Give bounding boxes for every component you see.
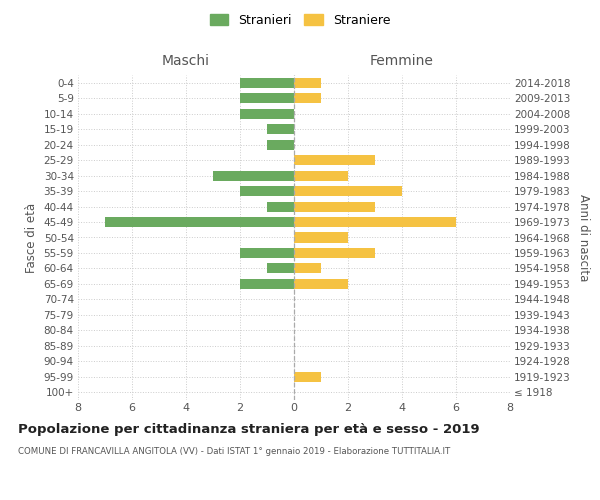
Y-axis label: Anni di nascita: Anni di nascita <box>577 194 590 281</box>
Bar <box>240 248 294 258</box>
Bar <box>294 217 456 227</box>
Y-axis label: Fasce di età: Fasce di età <box>25 202 38 272</box>
Text: Popolazione per cittadinanza straniera per età e sesso - 2019: Popolazione per cittadinanza straniera p… <box>18 422 479 436</box>
Bar <box>213 170 294 180</box>
Bar <box>267 264 294 274</box>
Bar <box>294 232 348 242</box>
Bar <box>294 170 348 180</box>
Bar <box>294 155 375 165</box>
Bar <box>294 202 375 211</box>
Bar <box>267 124 294 134</box>
Bar <box>240 78 294 88</box>
Text: COMUNE DI FRANCAVILLA ANGITOLA (VV) - Dati ISTAT 1° gennaio 2019 - Elaborazione : COMUNE DI FRANCAVILLA ANGITOLA (VV) - Da… <box>18 448 450 456</box>
Bar <box>267 140 294 149</box>
Bar <box>294 78 321 88</box>
Bar <box>240 93 294 103</box>
Text: Maschi: Maschi <box>162 54 210 68</box>
Bar <box>267 202 294 211</box>
Bar <box>294 372 321 382</box>
Bar <box>294 264 321 274</box>
Bar <box>240 279 294 289</box>
Bar <box>240 108 294 118</box>
Bar <box>294 279 348 289</box>
Text: Femmine: Femmine <box>370 54 434 68</box>
Bar <box>294 93 321 103</box>
Bar <box>294 186 402 196</box>
Bar <box>294 248 375 258</box>
Legend: Stranieri, Straniere: Stranieri, Straniere <box>209 14 391 26</box>
Bar <box>240 186 294 196</box>
Bar <box>105 217 294 227</box>
